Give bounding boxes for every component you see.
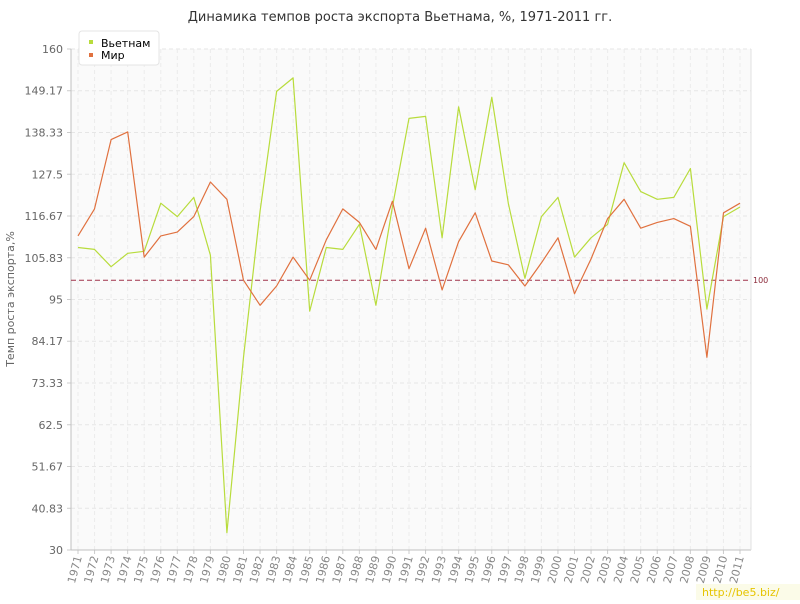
axes (67, 48, 752, 554)
y-tick-label: 138.33 (25, 127, 64, 140)
y-tick-label: 160 (42, 43, 63, 56)
watermark-link[interactable]: http://be5.biz/ (702, 586, 780, 599)
y-tick-label: 30 (49, 544, 63, 557)
gridlines (71, 48, 751, 550)
y-tick-label: 149.17 (25, 85, 64, 98)
legend-label-vietnam: Вьетнам (101, 37, 150, 50)
reference-line-group: 100 (71, 276, 768, 285)
y-tick-label: 127.5 (32, 168, 64, 181)
y-tick-label: 40.83 (32, 502, 64, 515)
y-axis-label: Темп роста экспорта,% (4, 231, 17, 368)
y-tick-label: 62.5 (39, 419, 64, 432)
y-tick-label: 105.83 (25, 252, 64, 265)
chart-title: Динамика темпов роста экспорта Вьетнама,… (188, 10, 613, 25)
legend-box (78, 30, 160, 66)
y-tick-label: 73.33 (32, 377, 64, 390)
legend[interactable]: Вьетнам Мир (78, 30, 160, 66)
series-line-vietnam[interactable] (77, 77, 741, 534)
y-tick-label: 84.17 (32, 335, 64, 348)
legend-swatch-vietnam (89, 40, 93, 44)
legend-label-world: Мир (101, 49, 125, 62)
y-tick-labels: 30 40.83 51.67 62.5 73.33 84.17 95 105.83 116.67… (25, 43, 64, 557)
y-tick-label: 51.67 (32, 460, 64, 473)
y-tick-label: 116.67 (25, 210, 64, 223)
series-group (77, 77, 741, 534)
legend-swatch-world (89, 53, 93, 57)
y-tick-label: 95 (49, 294, 63, 307)
reference-line-label: 100 (753, 276, 768, 285)
watermark[interactable]: http://be5.biz/ (696, 584, 800, 600)
series-line-world[interactable] (77, 131, 741, 358)
